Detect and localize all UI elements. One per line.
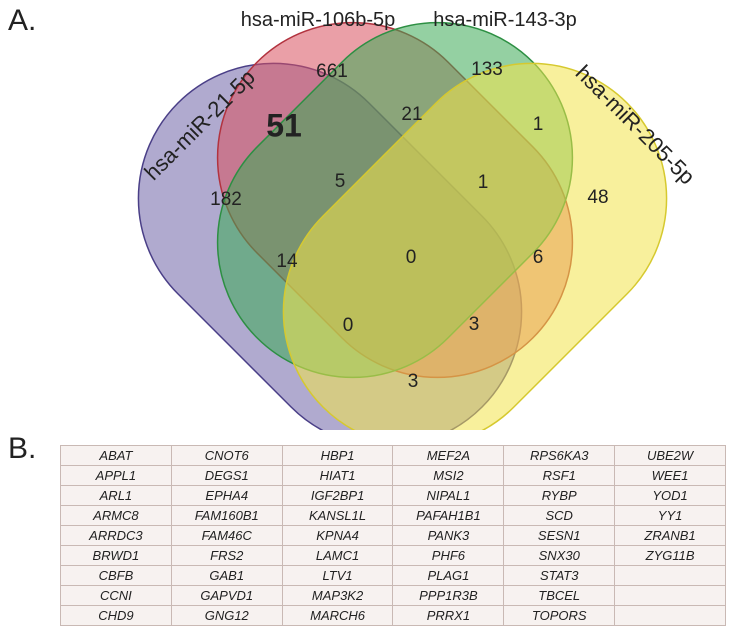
venn-shapes bbox=[137, 21, 668, 430]
gene-cell: KANSL1L bbox=[281, 505, 394, 526]
gene-cell: MARCH6 bbox=[281, 605, 394, 626]
gene-cell: MSI2 bbox=[392, 465, 505, 486]
gene-cell: ABAT bbox=[60, 445, 172, 466]
gene-cell: NIPAL1 bbox=[392, 485, 505, 506]
gene-cell: FAM160B1 bbox=[170, 505, 283, 526]
set-label-hsa-miR-143-3p: hsa-miR-143-3p bbox=[433, 9, 576, 31]
gene-cell: CBFB bbox=[60, 565, 172, 586]
table-row: CHD9 GNG12 MARCH6 PRRX1 TOPORS bbox=[60, 605, 726, 626]
gene-cell: WEE1 bbox=[614, 465, 726, 486]
gene-cell: CHD9 bbox=[60, 605, 172, 626]
panel-b-label: B. bbox=[8, 432, 37, 465]
gene-cell: FRS2 bbox=[170, 545, 283, 566]
region-count-1-2-4: 3 bbox=[469, 314, 480, 335]
gene-cell: PPP1R3B bbox=[392, 585, 505, 606]
gene-cell bbox=[614, 585, 726, 606]
gene-cell: BRWD1 bbox=[60, 545, 172, 566]
region-count-1-3: 14 bbox=[276, 251, 298, 272]
region-count-2-3: 21 bbox=[401, 104, 422, 125]
region-count-1-3-4: 0 bbox=[343, 315, 354, 336]
gene-cell: RYBP bbox=[503, 485, 616, 506]
region-count-1-4: 3 bbox=[408, 371, 419, 392]
gene-cell: CNOT6 bbox=[170, 445, 283, 466]
gene-cell: UBE2W bbox=[614, 445, 726, 466]
gene-cell: SNX30 bbox=[503, 545, 616, 566]
gene-cell: MAP3K2 bbox=[281, 585, 394, 606]
gene-cell bbox=[614, 565, 726, 586]
table-row: ABAT CNOT6 HBP1 MEF2A RPS6KA3 UBE2W bbox=[60, 445, 726, 466]
table-row: BRWD1 FRS2 LAMC1 PHF6 SNX30 ZYG11B bbox=[60, 545, 726, 566]
gene-cell: ZRANB1 bbox=[614, 525, 726, 546]
gene-cell: ARRDC3 bbox=[60, 525, 172, 546]
region-count-4: 48 bbox=[587, 187, 608, 208]
gene-cell bbox=[614, 605, 726, 626]
gene-cell: ARL1 bbox=[60, 485, 172, 506]
region-count-1-2-3: 5 bbox=[335, 171, 346, 192]
gene-cell: RSF1 bbox=[503, 465, 616, 486]
gene-cell: LAMC1 bbox=[281, 545, 394, 566]
region-count-1-2: 51 bbox=[266, 107, 302, 143]
gene-table: ABAT CNOT6 HBP1 MEF2A RPS6KA3 UBE2W APPL1 DEGS1… bbox=[60, 445, 726, 626]
gene-cell: CCNI bbox=[60, 585, 172, 606]
gene-cell: KPNA4 bbox=[281, 525, 394, 546]
table-row: CBFB GAB1 LTV1 PLAG1 STAT3 bbox=[60, 565, 726, 586]
gene-cell: TOPORS bbox=[503, 605, 616, 626]
region-count-1-2-3-4: 0 bbox=[406, 247, 417, 268]
gene-cell: PANK3 bbox=[392, 525, 505, 546]
region-count-3-4: 1 bbox=[533, 114, 544, 135]
table-row: ARMC8 FAM160B1 KANSL1L PAFAH1B1 SCD YY1 bbox=[60, 505, 726, 526]
gene-cell: STAT3 bbox=[503, 565, 616, 586]
table-row: ARL1 EPHA4 IGF2BP1 NIPAL1 RYBP YOD1 bbox=[60, 485, 726, 506]
gene-cell: HIAT1 bbox=[281, 465, 394, 486]
gene-cell: APPL1 bbox=[60, 465, 172, 486]
gene-cell: DEGS1 bbox=[170, 465, 283, 486]
gene-cell: GAB1 bbox=[170, 565, 283, 586]
gene-cell: MEF2A bbox=[392, 445, 505, 466]
gene-cell: ARMC8 bbox=[60, 505, 172, 526]
gene-cell: GNG12 bbox=[170, 605, 283, 626]
gene-cell: FAM46C bbox=[170, 525, 283, 546]
table-row: CCNI GAPVD1 MAP3K2 PPP1R3B TBCEL bbox=[60, 585, 726, 606]
gene-cell: YOD1 bbox=[614, 485, 726, 506]
set-shape-hsa-miR-205-5p bbox=[282, 62, 668, 430]
gene-cell: PLAG1 bbox=[392, 565, 505, 586]
gene-cell: HBP1 bbox=[281, 445, 394, 466]
gene-cell: EPHA4 bbox=[170, 485, 283, 506]
gene-cell: SESN1 bbox=[503, 525, 616, 546]
gene-cell: PAFAH1B1 bbox=[392, 505, 505, 526]
region-count-2: 661 bbox=[316, 61, 348, 82]
gene-cell: LTV1 bbox=[281, 565, 394, 586]
region-count-1: 182 bbox=[210, 189, 242, 210]
region-count-2-4: 6 bbox=[533, 247, 544, 268]
region-count-3: 133 bbox=[471, 59, 503, 80]
gene-cell: TBCEL bbox=[503, 585, 616, 606]
gene-cell: SCD bbox=[503, 505, 616, 526]
region-count-2-3-4: 1 bbox=[478, 172, 489, 193]
gene-cell: RPS6KA3 bbox=[503, 445, 616, 466]
panel-a-label: A. bbox=[8, 4, 37, 37]
gene-cell: ZYG11B bbox=[614, 545, 726, 566]
gene-cell: YY1 bbox=[614, 505, 726, 526]
gene-cell: GAPVD1 bbox=[170, 585, 283, 606]
table-row: APPL1 DEGS1 HIAT1 MSI2 RSF1 WEE1 bbox=[60, 465, 726, 486]
gene-cell: PHF6 bbox=[392, 545, 505, 566]
gene-cell: IGF2BP1 bbox=[281, 485, 394, 506]
set-label-hsa-miR-106b-5p: hsa-miR-106b-5p bbox=[241, 9, 396, 31]
table-row: ARRDC3 FAM46C KPNA4 PANK3 SESN1 ZRANB1 bbox=[60, 525, 726, 546]
gene-cell: PRRX1 bbox=[392, 605, 505, 626]
